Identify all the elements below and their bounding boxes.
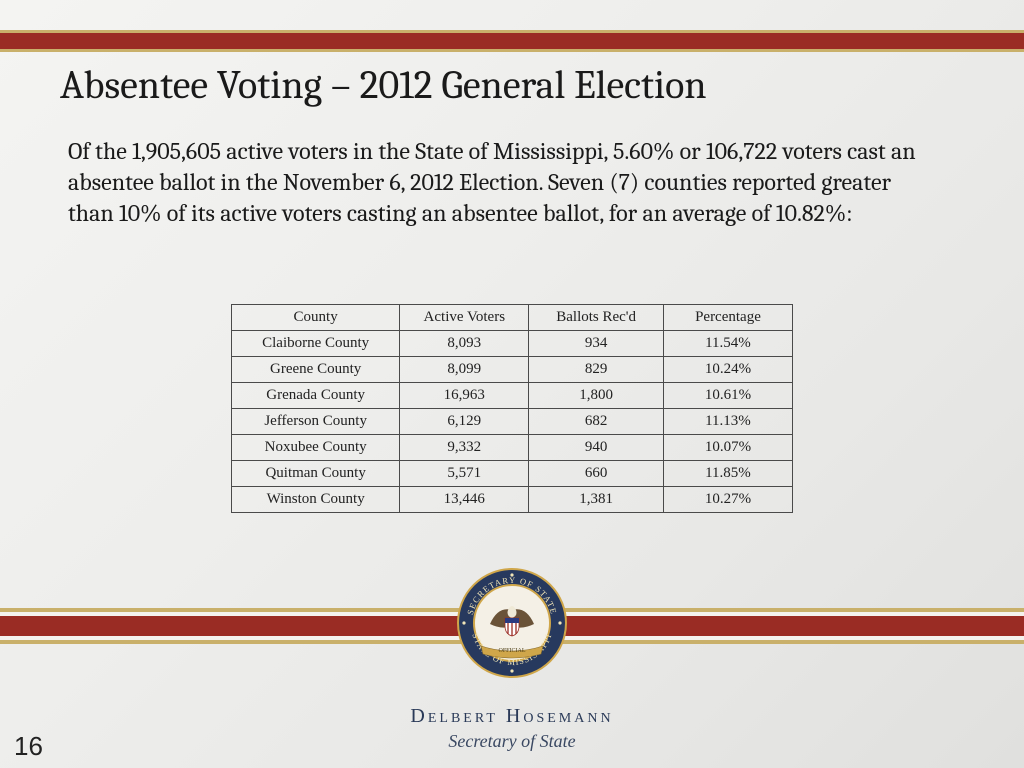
- table-row: Quitman County5,57166011.85%: [232, 461, 793, 487]
- table-cell: 10.61%: [663, 383, 792, 409]
- table-cell: Winston County: [232, 487, 400, 513]
- table-row: Jefferson County6,12968211.13%: [232, 409, 793, 435]
- red-band: [0, 33, 1024, 49]
- table-cell: Greene County: [232, 357, 400, 383]
- table-cell: 16,963: [400, 383, 529, 409]
- table-cell: 1,800: [529, 383, 664, 409]
- table-body: Claiborne County8,09393411.54%Greene Cou…: [232, 331, 793, 513]
- table-cell: 5,571: [400, 461, 529, 487]
- table-cell: 10.27%: [663, 487, 792, 513]
- table-cell: 10.24%: [663, 357, 792, 383]
- table-cell: Jefferson County: [232, 409, 400, 435]
- table-cell: Grenada County: [232, 383, 400, 409]
- table-cell: 9,332: [400, 435, 529, 461]
- table-row: Noxubee County9,33294010.07%: [232, 435, 793, 461]
- table-cell: 6,129: [400, 409, 529, 435]
- table-header-cell: Active Voters: [400, 305, 529, 331]
- table-row: Greene County8,09982910.24%: [232, 357, 793, 383]
- county-table: CountyActive VotersBallots Rec'dPercenta…: [231, 304, 793, 513]
- table-row: Winston County13,4461,38110.27%: [232, 487, 793, 513]
- table-header-row: CountyActive VotersBallots Rec'dPercenta…: [232, 305, 793, 331]
- page-title: Absentee Voting – 2012 General Election: [60, 62, 964, 108]
- table-header-cell: County: [232, 305, 400, 331]
- table-cell: 8,099: [400, 357, 529, 383]
- table-cell: 10.07%: [663, 435, 792, 461]
- footer-title: Secretary of State: [0, 731, 1024, 752]
- table-cell: 11.54%: [663, 331, 792, 357]
- table-row: Claiborne County8,09393411.54%: [232, 331, 793, 357]
- footer-name: Delbert Hosemann: [0, 705, 1024, 728]
- table-cell: 660: [529, 461, 664, 487]
- table-header-cell: Percentage: [663, 305, 792, 331]
- table-cell: Noxubee County: [232, 435, 400, 461]
- table-cell: Quitman County: [232, 461, 400, 487]
- table-cell: 13,446: [400, 487, 529, 513]
- table-row: Grenada County16,9631,80010.61%: [232, 383, 793, 409]
- table-cell: 940: [529, 435, 664, 461]
- table-cell: 8,093: [400, 331, 529, 357]
- page-number: 16: [14, 731, 43, 762]
- table-cell: Claiborne County: [232, 331, 400, 357]
- gold-line: [0, 49, 1024, 52]
- top-decorative-bar: [0, 30, 1024, 54]
- table-cell: 11.85%: [663, 461, 792, 487]
- table-cell: 11.13%: [663, 409, 792, 435]
- body-paragraph: Of the 1,905,605 active voters in the St…: [68, 136, 942, 230]
- table-cell: 1,381: [529, 487, 664, 513]
- table-header-cell: Ballots Rec'd: [529, 305, 664, 331]
- seal-ribbon-text: OFFICIAL: [498, 648, 525, 654]
- table-cell: 682: [529, 409, 664, 435]
- state-seal-icon: SECRETARY OF STATE STATE OF MISSISSIPPI …: [457, 568, 567, 678]
- table-cell: 934: [529, 331, 664, 357]
- table-cell: 829: [529, 357, 664, 383]
